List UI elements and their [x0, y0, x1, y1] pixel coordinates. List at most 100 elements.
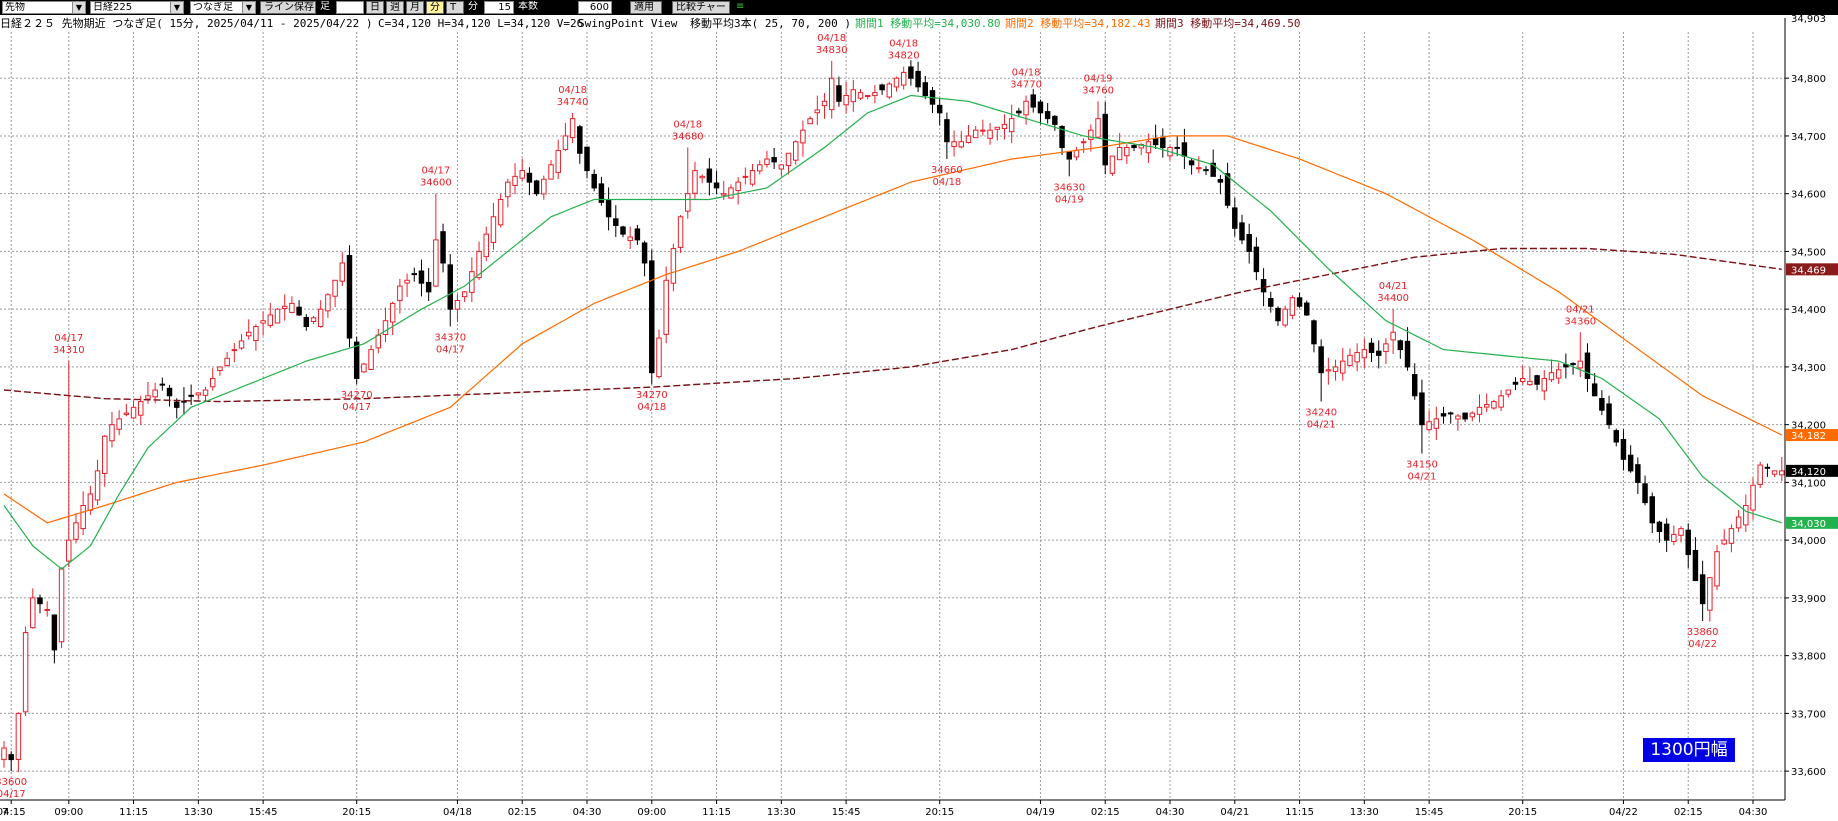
candle-body — [778, 164, 785, 170]
market-select[interactable]: 先物 ▼ — [2, 1, 86, 14]
period-button-day[interactable]: 日 — [366, 1, 384, 14]
candle-body — [1505, 389, 1512, 395]
candle-body — [1268, 298, 1274, 307]
candle — [267, 302, 274, 328]
candle-body — [1685, 529, 1691, 556]
x-tick-label: 15:45 — [249, 807, 278, 818]
candle — [1678, 526, 1684, 543]
candle — [1239, 214, 1245, 245]
candle-body — [1311, 320, 1317, 345]
candle-body — [987, 129, 993, 139]
candle-body — [713, 182, 720, 189]
candle-body — [425, 281, 432, 293]
view-label: SwingPoint View — [578, 17, 678, 30]
candle — [303, 314, 310, 331]
candle-body — [1109, 155, 1116, 174]
swing-label: 04/18 — [558, 85, 587, 96]
y-tick-label: 34,700 — [1791, 132, 1826, 143]
period-button-tick[interactable]: T — [446, 1, 464, 14]
candle — [245, 319, 252, 340]
candle — [116, 410, 122, 436]
toolbar: 先物 ▼ 日経225 ▼ つなぎ足 ▼ ライン保存 足 日 週 月 分 T 分 15 … — [0, 0, 1838, 15]
period-button-month[interactable]: 月 — [406, 1, 424, 14]
swing-label: 34600 — [420, 178, 452, 189]
period-button-minute[interactable]: 分 — [426, 1, 444, 14]
candle-body — [562, 135, 569, 150]
candle-body — [1692, 550, 1699, 582]
swing-label: 04/19 — [1084, 73, 1113, 84]
candle-body — [1671, 533, 1677, 542]
candle — [22, 626, 29, 716]
candle — [1037, 99, 1044, 125]
candle — [1642, 475, 1648, 506]
candle-body — [1411, 374, 1418, 397]
chart-type-select-value: つなぎ足 — [193, 2, 233, 13]
candle-body — [317, 308, 324, 327]
candle — [1440, 406, 1447, 424]
candle-body — [584, 146, 590, 172]
candle-body — [440, 231, 446, 264]
candle-body — [332, 279, 338, 297]
swing-label: 34270 — [341, 390, 373, 401]
period-button-week[interactable]: 週 — [386, 1, 404, 14]
candle-body — [404, 279, 410, 284]
minute-input[interactable]: 15 — [484, 1, 514, 14]
candle-body — [1037, 101, 1044, 114]
ashi-count-input[interactable] — [336, 1, 364, 14]
candle-body — [145, 395, 151, 400]
candle-body — [1340, 360, 1346, 374]
candle-body — [994, 126, 1000, 130]
save-line-button[interactable]: ライン保存 — [260, 1, 316, 14]
candle — [1232, 197, 1238, 237]
candle — [1131, 143, 1137, 152]
ma1-readout: 期間1 移動平均=34,030.80 — [855, 17, 1001, 30]
compare-chart-button[interactable]: 比較チャート — [672, 1, 730, 14]
apply-button[interactable]: 適用 — [630, 1, 662, 14]
candle — [1512, 377, 1519, 391]
candle-body — [217, 366, 223, 372]
candle — [368, 345, 374, 370]
swing-label: 04/21 — [1408, 472, 1437, 483]
candle — [699, 174, 705, 184]
bars-label: 本数 — [518, 1, 538, 12]
candle — [541, 175, 547, 200]
candle-body — [886, 83, 893, 98]
candle-body — [353, 341, 360, 379]
bars-input[interactable]: 600 — [578, 1, 612, 14]
candle-body — [1498, 395, 1504, 408]
swing-label: 04/18 — [637, 402, 666, 413]
candle — [296, 300, 302, 316]
candle-body — [1224, 173, 1231, 206]
menu-lines-icon[interactable]: ≡ — [736, 1, 745, 12]
symbol-select[interactable]: 日経225 ▼ — [90, 1, 184, 14]
candle-body — [1095, 118, 1101, 138]
candle-body — [8, 754, 14, 761]
candle-body — [1642, 483, 1648, 504]
candle-body — [44, 608, 50, 611]
candle — [166, 384, 173, 407]
candle-body — [1606, 403, 1612, 426]
candle-body — [1088, 129, 1094, 140]
candle — [1210, 149, 1216, 177]
x-tick-label: 11:15 — [702, 807, 731, 818]
chart-type-select[interactable]: つなぎ足 ▼ — [190, 1, 256, 14]
candle — [80, 491, 86, 535]
candle — [1419, 379, 1425, 454]
candle — [1757, 461, 1763, 489]
candle — [1555, 362, 1562, 385]
candle — [389, 301, 396, 336]
y-tick-label: 33,800 — [1791, 652, 1826, 663]
candle — [382, 307, 389, 343]
candle-body — [800, 129, 806, 144]
candle — [605, 187, 612, 231]
candle-body — [1052, 115, 1058, 125]
candle — [728, 184, 734, 199]
x-tick-label: 13:30 — [184, 807, 213, 818]
candle — [274, 307, 281, 324]
candle-body — [58, 568, 65, 643]
candle-body — [1757, 464, 1763, 486]
candle-body — [591, 173, 597, 189]
candle-body — [1476, 406, 1483, 415]
candle-body — [944, 119, 950, 143]
candle-body — [1181, 142, 1188, 157]
